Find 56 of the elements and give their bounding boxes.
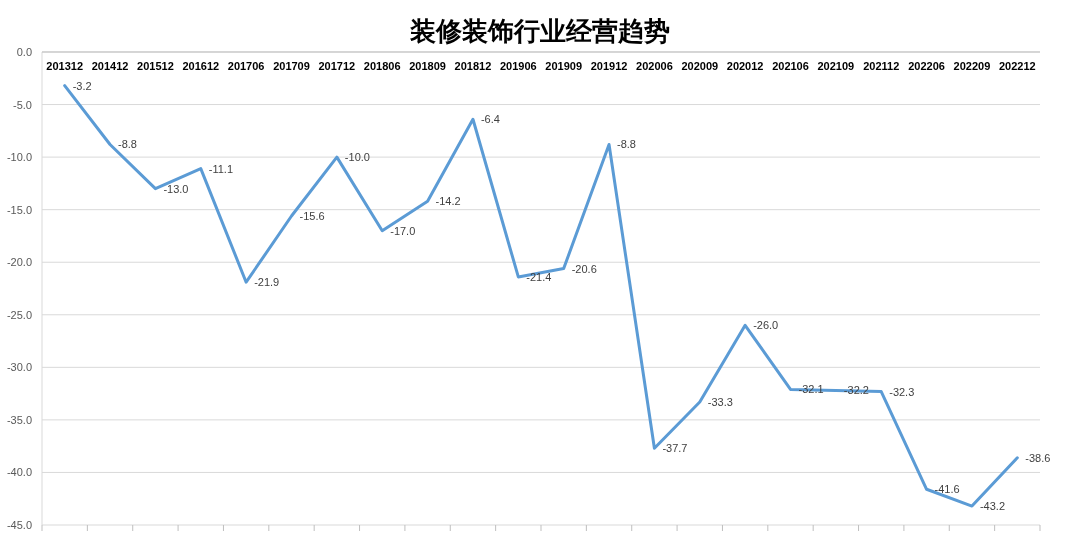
y-tick-label: -30.0 <box>6 361 32 374</box>
x-tick-label: 202012 <box>726 60 764 72</box>
x-tick-label: 201809 <box>409 60 446 72</box>
chart-title: 装修装饰行业经营趋势 <box>409 16 670 46</box>
data-label: -32.1 <box>798 383 824 396</box>
data-label: -8.8 <box>617 138 637 151</box>
x-tick-label: 202212 <box>998 60 1036 72</box>
y-tick-label: -35.0 <box>6 413 32 426</box>
y-tick-label: -15.0 <box>6 203 32 216</box>
data-label: -14.2 <box>435 195 461 208</box>
data-label: -6.4 <box>480 113 500 126</box>
data-label: -38.6 <box>1025 451 1051 464</box>
x-tick-label: 202009 <box>681 60 719 72</box>
data-label: -37.7 <box>662 442 688 455</box>
x-tick-label: 202109 <box>817 60 855 72</box>
data-label: -13.0 <box>163 182 189 195</box>
data-label: -21.9 <box>254 276 280 289</box>
x-tick-label: 201709 <box>273 60 310 72</box>
x-tick-label: 202106 <box>772 60 809 72</box>
data-label: -3.2 <box>72 79 92 92</box>
data-label: -26.0 <box>753 319 779 332</box>
x-tick-label: 202209 <box>953 60 991 72</box>
y-tick-label: 0.0 <box>16 46 32 58</box>
x-tick-label: 201706 <box>227 60 265 72</box>
x-tick-label: 201909 <box>545 60 583 72</box>
x-tick-label: 201612 <box>182 60 220 72</box>
x-tick-label: 202006 <box>636 60 673 72</box>
y-tick-label: -5.0 <box>13 98 32 111</box>
data-label: -15.6 <box>299 209 325 222</box>
y-tick-label: -25.0 <box>6 308 32 321</box>
x-tick-label: 202112 <box>863 60 900 72</box>
data-label: -33.3 <box>707 396 733 409</box>
data-label: -21.4 <box>526 270 552 283</box>
y-tick-label: -20.0 <box>6 256 32 269</box>
data-label: -8.8 <box>118 138 138 151</box>
x-tick-label: 201312 <box>46 60 84 72</box>
x-tick-label: 201412 <box>91 60 129 72</box>
x-tick-label: 202206 <box>908 60 945 72</box>
x-tick-label: 201812 <box>454 60 492 72</box>
x-tick-label: 201712 <box>318 60 356 72</box>
data-label: -32.3 <box>889 385 915 398</box>
y-tick-label: -40.0 <box>6 466 32 479</box>
line-series <box>63 84 1019 508</box>
data-label: -41.6 <box>934 483 960 496</box>
data-label: -17.0 <box>390 224 416 237</box>
x-tick-label: 201806 <box>363 60 401 72</box>
y-tick-label: -45.0 <box>6 519 32 531</box>
data-label: -32.2 <box>843 384 869 397</box>
data-label: -20.6 <box>571 262 597 275</box>
data-label: -11.1 <box>208 162 234 175</box>
x-tick-label: 201512 <box>137 60 174 72</box>
x-tick-label: 201906 <box>499 60 537 72</box>
x-tick-label: 201912 <box>590 60 628 72</box>
y-tick-label: -10.0 <box>6 151 32 164</box>
data-label: -10.0 <box>344 151 370 164</box>
data-label: -43.2 <box>979 500 1006 513</box>
